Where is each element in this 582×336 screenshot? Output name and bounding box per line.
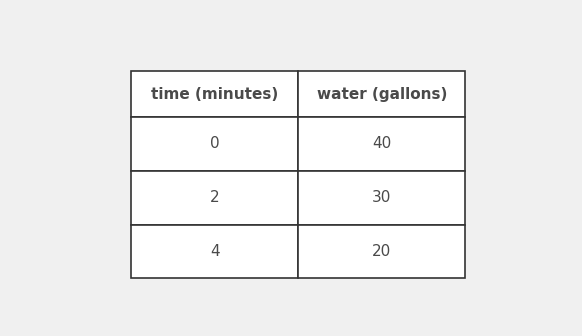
Bar	[132, 171, 299, 224]
Bar	[132, 71, 299, 117]
Bar	[299, 117, 465, 171]
Text: 20: 20	[372, 244, 391, 259]
Bar	[132, 117, 299, 171]
Bar	[299, 71, 465, 117]
Text: 2: 2	[210, 190, 219, 205]
Text: 40: 40	[372, 136, 391, 151]
Bar	[299, 224, 465, 278]
Bar	[132, 224, 299, 278]
Bar	[299, 171, 465, 224]
Text: 30: 30	[372, 190, 392, 205]
Text: time (minutes): time (minutes)	[151, 87, 278, 101]
Text: water (gallons): water (gallons)	[317, 87, 447, 101]
Text: 0: 0	[210, 136, 219, 151]
Text: 4: 4	[210, 244, 219, 259]
